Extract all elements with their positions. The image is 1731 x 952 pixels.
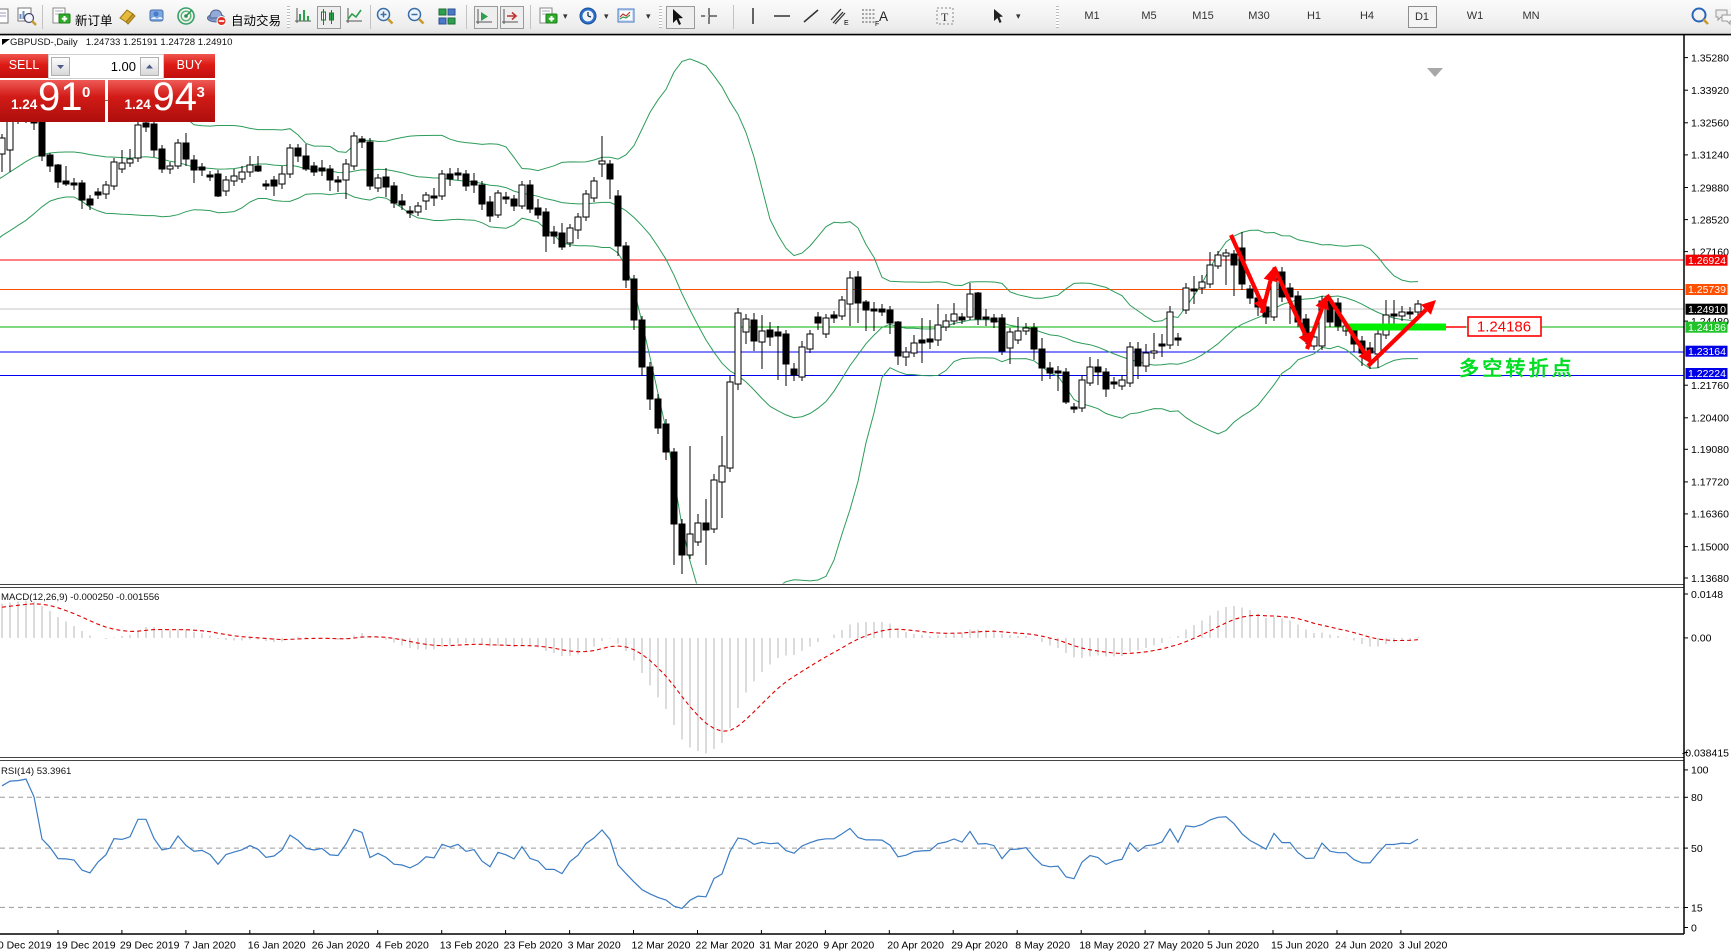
svg-text:0.00: 0.00 bbox=[1691, 633, 1712, 645]
svg-text:15: 15 bbox=[1691, 902, 1703, 914]
svg-text:1.28520: 1.28520 bbox=[1691, 214, 1729, 226]
svg-text:4 Feb 2020: 4 Feb 2020 bbox=[376, 940, 429, 952]
svg-text:16 Jan 2020: 16 Jan 2020 bbox=[248, 940, 306, 952]
svg-text:12 Mar 2020: 12 Mar 2020 bbox=[632, 940, 691, 952]
svg-text:24 Jun 2020: 24 Jun 2020 bbox=[1335, 940, 1393, 952]
svg-text:1.13680: 1.13680 bbox=[1691, 573, 1729, 585]
svg-text:1.31240: 1.31240 bbox=[1691, 150, 1729, 162]
svg-text:1.35280: 1.35280 bbox=[1691, 52, 1729, 64]
svg-text:1.24910: 1.24910 bbox=[1688, 304, 1726, 316]
svg-text:1.19080: 1.19080 bbox=[1691, 444, 1729, 456]
svg-text:1.24186: 1.24186 bbox=[1688, 322, 1726, 334]
svg-text:100: 100 bbox=[1691, 765, 1709, 777]
svg-text:F: F bbox=[875, 21, 879, 27]
svg-text:29 Apr 2020: 29 Apr 2020 bbox=[951, 940, 1008, 952]
svg-text:1.16360: 1.16360 bbox=[1691, 509, 1729, 521]
svg-text:0: 0 bbox=[1691, 922, 1697, 934]
svg-text:-0.038415: -0.038415 bbox=[1682, 747, 1729, 759]
svg-text:RSI(14) 53.3961: RSI(14) 53.3961 bbox=[1, 766, 71, 777]
svg-text:22 Mar 2020: 22 Mar 2020 bbox=[696, 940, 755, 952]
svg-text:27 May 2020: 27 May 2020 bbox=[1143, 940, 1204, 952]
svg-text:18 May 2020: 18 May 2020 bbox=[1079, 940, 1140, 952]
svg-text:1.24186: 1.24186 bbox=[1477, 319, 1531, 336]
svg-text:1.21760: 1.21760 bbox=[1691, 380, 1729, 392]
svg-text:GBPUSD-,Daily 1.24733 1.2519: GBPUSD-,Daily 1.24733 1.25191 1.24728 1.… bbox=[10, 37, 232, 48]
svg-text:1.25739: 1.25739 bbox=[1688, 284, 1726, 296]
svg-text:7 Jan 2020: 7 Jan 2020 bbox=[184, 940, 236, 952]
svg-text:9 Apr 2020: 9 Apr 2020 bbox=[823, 940, 874, 952]
svg-text:0.0148: 0.0148 bbox=[1691, 589, 1723, 601]
svg-text:1.23164: 1.23164 bbox=[1688, 346, 1726, 358]
svg-text:1.29880: 1.29880 bbox=[1691, 182, 1729, 194]
svg-text:15 Jun 2020: 15 Jun 2020 bbox=[1271, 940, 1329, 952]
svg-text:3 Mar 2020: 3 Mar 2020 bbox=[568, 940, 621, 952]
svg-text:T: T bbox=[941, 10, 949, 24]
svg-text:MACD(12,26,9) -0.000250 -0.001: MACD(12,26,9) -0.000250 -0.001556 bbox=[1, 592, 159, 603]
svg-text:80: 80 bbox=[1691, 792, 1703, 804]
svg-text:1.17720: 1.17720 bbox=[1691, 477, 1729, 489]
svg-text:50: 50 bbox=[1691, 843, 1703, 855]
svg-text:1.26924: 1.26924 bbox=[1688, 255, 1726, 267]
svg-text:31 Mar 2020: 31 Mar 2020 bbox=[759, 940, 818, 952]
svg-text:29 Dec 2019: 29 Dec 2019 bbox=[120, 940, 180, 952]
svg-text:19 Dec 2019: 19 Dec 2019 bbox=[56, 940, 116, 952]
svg-text:1.32560: 1.32560 bbox=[1691, 118, 1729, 130]
svg-text:5 Jun 2020: 5 Jun 2020 bbox=[1207, 940, 1259, 952]
svg-text:1.20400: 1.20400 bbox=[1691, 413, 1729, 425]
svg-text:13 Feb 2020: 13 Feb 2020 bbox=[440, 940, 499, 952]
svg-text:10 Dec 2019: 10 Dec 2019 bbox=[0, 940, 52, 952]
svg-text:E: E bbox=[844, 20, 849, 27]
svg-text:1.22224: 1.22224 bbox=[1688, 368, 1726, 380]
svg-text:多空转折点: 多空转折点 bbox=[1459, 356, 1575, 380]
svg-text:1.15000: 1.15000 bbox=[1691, 541, 1729, 553]
svg-text:1.33920: 1.33920 bbox=[1691, 85, 1729, 97]
svg-text:8 May 2020: 8 May 2020 bbox=[1015, 940, 1070, 952]
svg-text:20 Apr 2020: 20 Apr 2020 bbox=[887, 940, 944, 952]
svg-text:23 Feb 2020: 23 Feb 2020 bbox=[504, 940, 563, 952]
svg-text:26 Jan 2020: 26 Jan 2020 bbox=[312, 940, 370, 952]
svg-text:3 Jul 2020: 3 Jul 2020 bbox=[1399, 940, 1448, 952]
